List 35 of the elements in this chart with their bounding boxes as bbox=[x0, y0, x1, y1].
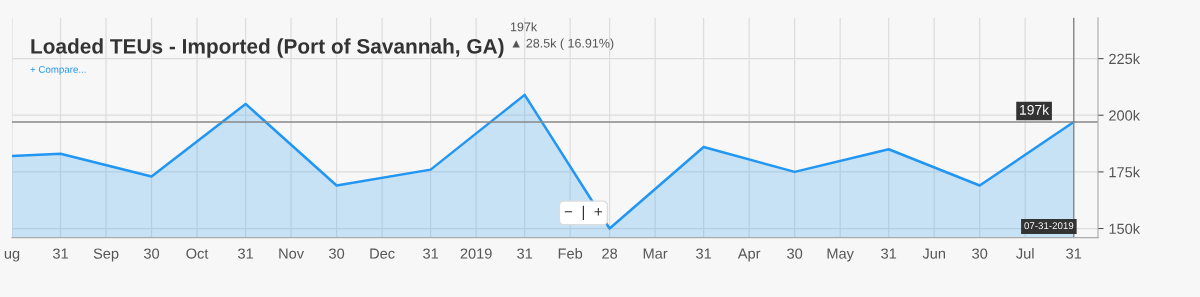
ref-line-label: 07-31-2019 bbox=[1024, 222, 1074, 230]
y-tick-label: 225k bbox=[1109, 53, 1141, 65]
x-tick-label: 30 bbox=[972, 248, 988, 259]
annotation: + Compare... bbox=[30, 65, 86, 75]
annotation: ▲ 28.5k ( 16.91%) bbox=[512, 38, 614, 51]
x-tick-label: Jun bbox=[922, 248, 945, 259]
x-tick-label: Nov bbox=[279, 248, 304, 259]
x-tick-label: 28 bbox=[602, 248, 618, 259]
x-tick-label: 31 bbox=[696, 248, 712, 259]
text: Loaded TEUs - Imported (Port of Savannah, GA) bbox=[31, 38, 504, 58]
x-tick-label: Mar bbox=[643, 248, 668, 259]
x-tick-label: 31 bbox=[881, 248, 897, 259]
x-tick-label: 31 bbox=[517, 248, 533, 259]
x-tick-label: Feb bbox=[558, 248, 583, 259]
x-tick-label: 30 bbox=[143, 248, 160, 259]
x-tick-label: 31 bbox=[423, 248, 439, 259]
chart-subtitle: 197k bbox=[510, 22, 538, 32]
y-tick-label: 200k bbox=[1109, 109, 1141, 121]
annotation: − | + bbox=[564, 205, 603, 221]
x-tick-label: ug bbox=[4, 250, 20, 262]
x-tick-label: 30 bbox=[787, 248, 803, 259]
x-tick-label: Sep bbox=[93, 248, 119, 262]
x-tick-label: Apr bbox=[737, 248, 761, 262]
x-tick-label: Jul bbox=[1016, 248, 1034, 259]
y-tick-label: 175k bbox=[1109, 166, 1141, 178]
y-tick-label: 150k bbox=[1109, 223, 1141, 234]
x-tick-label: May bbox=[827, 248, 854, 262]
x-tick-label: Dec bbox=[370, 248, 395, 259]
x-tick-label: 31 bbox=[1066, 248, 1082, 259]
x-tick-label: Oct bbox=[186, 248, 209, 259]
x-tick-label: 31 bbox=[52, 248, 68, 259]
x-tick-label: 31 bbox=[238, 248, 253, 259]
x-tick-label: 2019 bbox=[460, 248, 492, 259]
x-tick-label: 30 bbox=[329, 248, 345, 259]
ref-line-label: 197k bbox=[1020, 104, 1050, 115]
